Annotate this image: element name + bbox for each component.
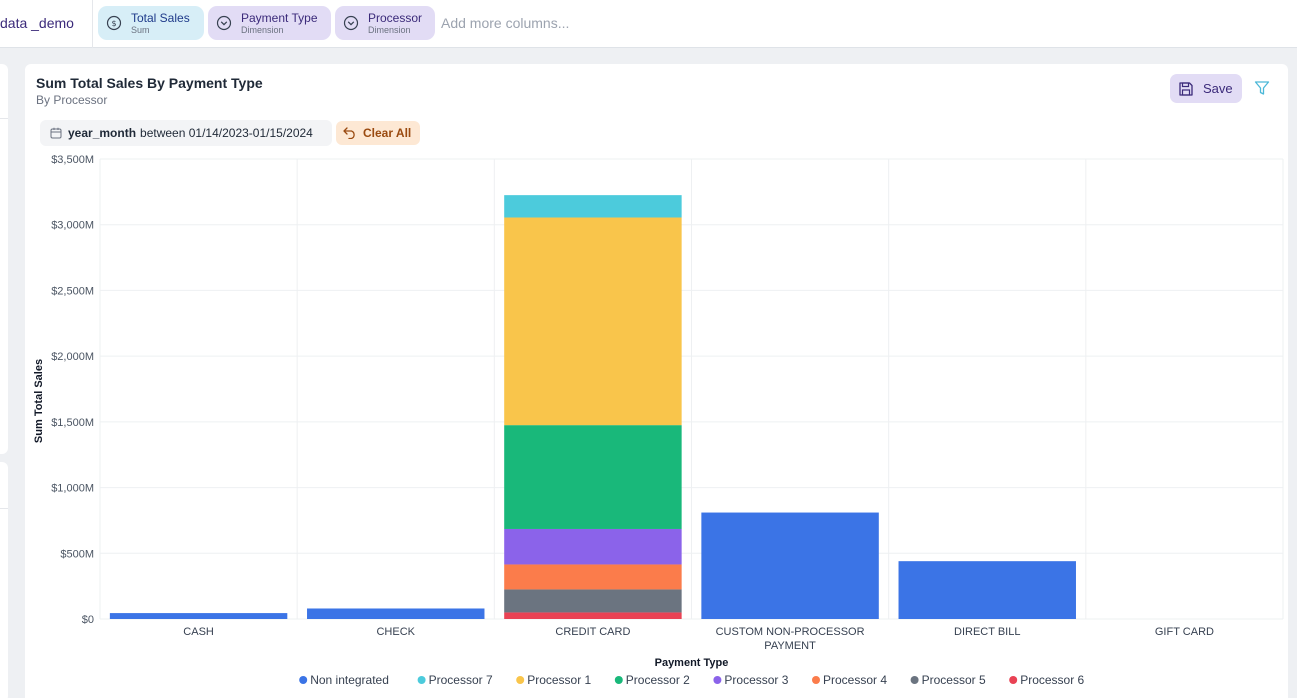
y-tick-label: $500M	[60, 548, 94, 560]
y-tick-label: $3,500M	[51, 154, 94, 166]
x-tick-label: CHECK	[376, 626, 415, 638]
legend-marker	[910, 676, 919, 684]
filter-icon[interactable]	[1254, 80, 1270, 96]
y-tick-label: $0	[82, 614, 94, 626]
side-panel-divider	[0, 118, 8, 119]
legend-label: Non integrated	[310, 673, 389, 687]
legend-label: Processor 5	[922, 673, 986, 687]
bar-segment	[307, 608, 485, 619]
x-tick-label: GIFT CARD	[1155, 626, 1214, 638]
topbar-divider	[92, 0, 93, 48]
save-button-label: Save	[1203, 81, 1233, 96]
bar-segment	[504, 528, 682, 565]
legend-marker	[417, 676, 426, 684]
legend-marker	[812, 676, 820, 684]
bar-segment	[504, 195, 682, 218]
clear-all-button[interactable]: Clear All	[336, 121, 420, 145]
filter-field: year_month	[68, 126, 137, 140]
x-tick-label: CUSTOM NON-PROCESSOR PAYMENT	[716, 626, 865, 652]
column-chip-processor[interactable]: Processor Dimension	[335, 6, 435, 40]
bar-segment	[701, 512, 879, 619]
bar-segment	[504, 564, 682, 590]
svg-text:$: $	[111, 19, 116, 28]
y-axis-title: Sum Total Sales	[33, 359, 45, 443]
chevron-circle-icon	[343, 15, 359, 31]
bar-segment	[504, 612, 682, 619]
legend-label: Processor 6	[1020, 673, 1084, 687]
chip-sublabel: Sum	[131, 24, 150, 35]
legend-label: Processor 7	[429, 673, 493, 687]
legend-marker	[713, 676, 722, 684]
legend-marker	[299, 676, 308, 684]
legend-marker	[614, 676, 623, 684]
legend-label: Processor 1	[527, 673, 591, 687]
clear-all-label: Clear All	[363, 126, 412, 140]
chip-sublabel: Dimension	[241, 24, 284, 35]
app-name[interactable]: data _demo	[0, 15, 74, 31]
legend-label: Processor 4	[823, 673, 887, 687]
date-filter-chip[interactable]: year_month between 01/14/2023-01/15/2024	[40, 120, 332, 146]
legend-marker	[1009, 676, 1018, 684]
x-tick-label: CREDIT CARD	[555, 626, 630, 638]
undo-icon	[343, 127, 355, 139]
save-button[interactable]: Save	[1170, 74, 1242, 103]
y-tick-label: $3,000M	[51, 220, 94, 232]
y-tick-label: $2,000M	[51, 351, 94, 363]
side-panel-divider	[0, 508, 8, 509]
bar-segment	[504, 425, 682, 529]
chevron-circle-icon	[216, 15, 232, 31]
filter-range: between 01/14/2023-01/15/2024	[140, 126, 313, 140]
bar-segment	[898, 561, 1076, 619]
x-tick-label: DIRECT BILL	[954, 626, 1020, 638]
column-chip-total-sales[interactable]: $ Total Sales Sum	[98, 6, 204, 40]
bar-segment	[109, 613, 288, 619]
bar-segment	[504, 217, 682, 426]
column-chip-payment-type[interactable]: Payment Type Dimension	[208, 6, 331, 40]
chip-label: Processor	[368, 10, 423, 25]
chip-label: Payment Type	[241, 10, 318, 25]
add-columns-input[interactable]: Add more columns...	[441, 15, 570, 31]
chart-title: Sum Total Sales By Payment Type	[36, 75, 263, 91]
side-panel-card	[0, 462, 8, 698]
x-axis-title: Payment Type	[655, 657, 729, 669]
calendar-icon	[50, 127, 62, 139]
side-panel-card	[0, 64, 8, 454]
chip-label: Total Sales	[131, 10, 190, 25]
legend-marker	[516, 676, 525, 684]
y-tick-label: $1,500M	[51, 417, 94, 429]
stacked-bar-chart: $0 $500M $1,000M $1,500M $2,000M $2,500M $3,00…	[33, 154, 1284, 687]
y-tick-label: $2,500M	[51, 285, 94, 297]
chart-subtitle: By Processor	[36, 93, 108, 107]
legend-label: Processor 2	[626, 673, 690, 687]
y-tick-label: $1,000M	[51, 483, 94, 495]
legend-label: Processor 3	[724, 673, 788, 687]
dollar-circle-icon: $	[106, 15, 122, 31]
bar-segment	[504, 589, 682, 613]
save-icon	[1179, 81, 1193, 96]
chip-sublabel: Dimension	[368, 24, 411, 35]
top-bar: data _demo $ Total Sales Sum Payment Typ…	[0, 0, 1297, 48]
x-tick-label: CASH	[183, 626, 214, 638]
